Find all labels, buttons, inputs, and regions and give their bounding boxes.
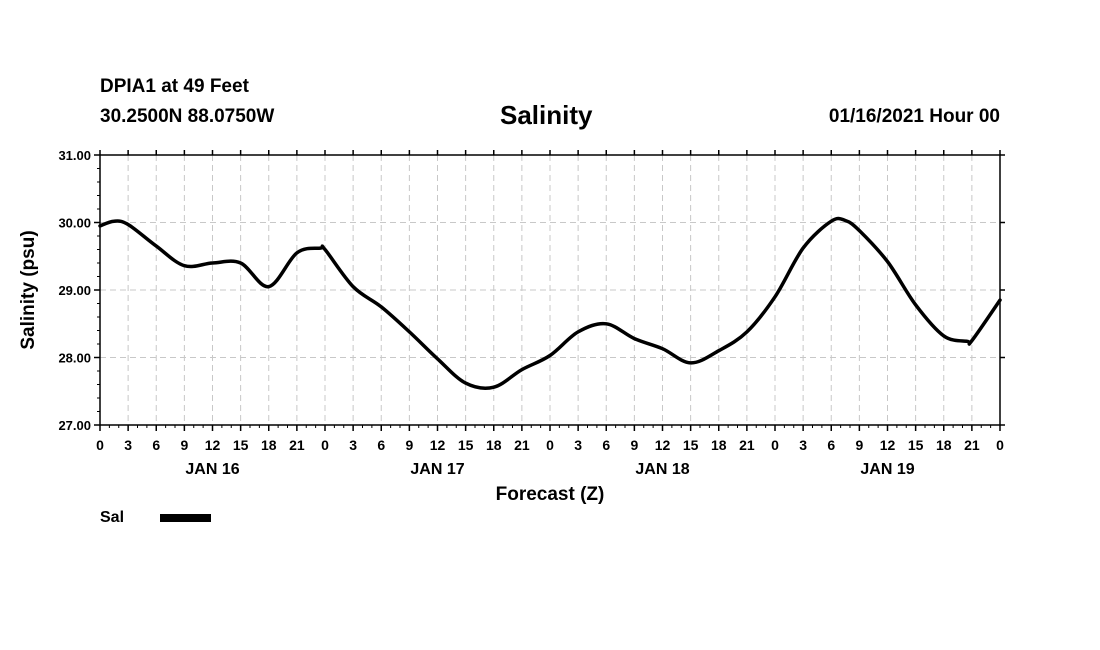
day-label: JAN 16	[185, 461, 239, 478]
series-line-sal	[98, 216, 1002, 390]
day-label: JAN 19	[860, 461, 914, 478]
x-tick-label: 18	[486, 437, 502, 453]
x-tick-label: 15	[458, 437, 474, 453]
x-tick-label: 9	[405, 437, 413, 453]
y-tick-label: 31.00	[58, 148, 91, 163]
forecast-date: 01/16/2021 Hour 00	[828, 106, 1000, 127]
station-coordinates: 30.2500N 88.0750W	[100, 106, 275, 127]
y-tick-label: 28.00	[58, 351, 91, 366]
x-tick-label: 21	[289, 437, 305, 453]
x-tick-label: 9	[630, 437, 638, 453]
day-labels: JAN 16 JAN 17 JAN 18 JAN 19	[185, 461, 914, 478]
x-tick-label: 6	[602, 437, 610, 453]
chart-title: Salinity	[500, 100, 593, 130]
x-tick-label: 18	[711, 437, 727, 453]
x-tick-label: 0	[996, 437, 1004, 453]
x-tick-label: 15	[233, 437, 249, 453]
series-layer	[98, 216, 1002, 390]
x-tick-label: 0	[96, 437, 104, 453]
legend-label: Sal	[100, 509, 125, 526]
x-tick-label: 12	[880, 437, 896, 453]
x-tick-label: 0	[771, 437, 779, 453]
x-axis-label: Forecast (Z)	[496, 484, 605, 505]
x-tick-label: 9	[855, 437, 863, 453]
x-tick-label: 6	[152, 437, 160, 453]
x-tick-label: 0	[546, 437, 554, 453]
x-tick-label: 12	[655, 437, 671, 453]
day-label: JAN 18	[635, 461, 689, 478]
day-label: JAN 17	[410, 461, 464, 478]
x-tick-label: 3	[124, 437, 132, 453]
y-tick-label: 27.00	[58, 418, 91, 433]
x-tick-label: 12	[205, 437, 221, 453]
x-tick-label: 9	[180, 437, 188, 453]
y-axis-label: Salinity (psu)	[18, 230, 39, 349]
x-tick-label: 3	[349, 437, 357, 453]
legend: Sal	[100, 509, 211, 527]
y-tick-label: 30.00	[58, 216, 91, 231]
x-tick-label: 18	[261, 437, 277, 453]
x-tick-label: 21	[514, 437, 530, 453]
x-tick-label: 6	[377, 437, 385, 453]
x-tick-label: 3	[799, 437, 807, 453]
x-tick-label: 6	[827, 437, 835, 453]
x-tick-label: 18	[936, 437, 952, 453]
x-tick-label: 21	[739, 437, 755, 453]
y-axis: 27.00 28.00 29.00 30.00 31.00	[58, 148, 1005, 433]
station-label: DPIA1 at 49 Feet	[100, 76, 249, 97]
x-tick-label: 15	[683, 437, 699, 453]
x-tick-label: 12	[430, 437, 446, 453]
y-tick-label: 29.00	[58, 283, 91, 298]
x-tick-label: 3	[574, 437, 582, 453]
x-axis: 0 3 6 9 12 15 18 21 0 3 6 9 12 15 18 21 0 3 6 9 12 15 18 21 0 3 6 9…	[96, 150, 1004, 453]
legend-swatch	[160, 514, 211, 522]
x-tick-label: 15	[908, 437, 924, 453]
grid-lines	[100, 155, 1000, 425]
x-tick-label: 0	[321, 437, 329, 453]
x-tick-label: 21	[964, 437, 980, 453]
